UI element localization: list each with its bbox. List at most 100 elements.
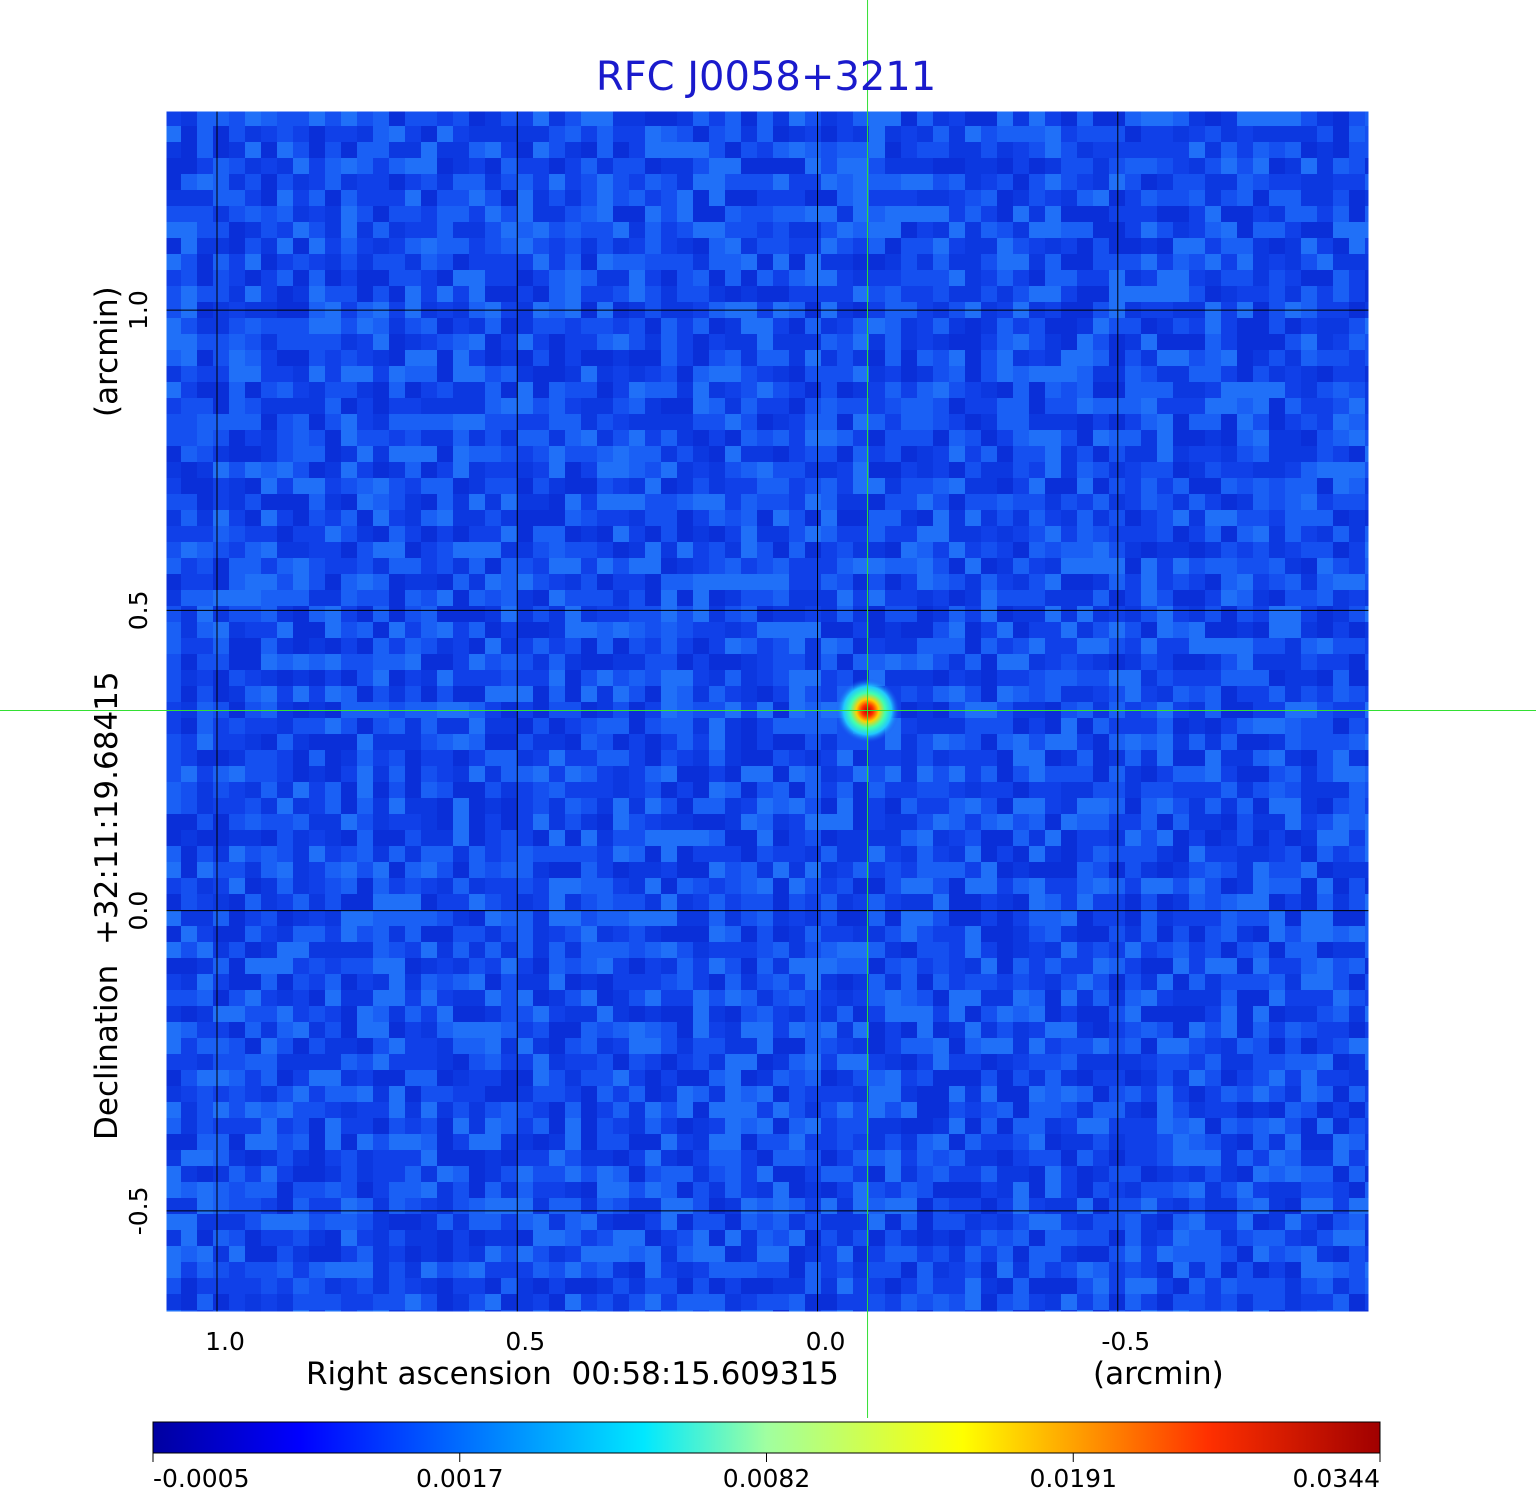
noise-pixel [437,574,453,590]
noise-pixel [1013,510,1029,526]
noise-pixel [501,270,517,286]
noise-pixel [1157,1070,1173,1086]
noise-pixel [1029,126,1045,142]
noise-pixel [613,606,629,622]
noise-pixel [325,510,341,526]
noise-pixel [1317,126,1333,142]
noise-pixel [1269,254,1285,270]
noise-pixel [949,382,965,398]
noise-pixel [709,942,725,958]
noise-pixel [485,862,501,878]
noise-pixel [1045,958,1061,974]
noise-pixel [1189,846,1205,862]
noise-pixel [1077,1022,1093,1038]
noise-pixel [661,1150,677,1166]
noise-pixel [549,606,565,622]
noise-pixel [165,382,181,398]
noise-pixel [245,254,261,270]
noise-pixel [389,190,405,206]
noise-pixel [1077,670,1093,686]
noise-pixel [1125,494,1141,510]
noise-pixel [773,222,789,238]
noise-pixel [1061,318,1077,334]
noise-pixel [325,190,341,206]
noise-pixel [373,158,389,174]
noise-pixel [725,1038,741,1054]
noise-pixel [277,782,293,798]
noise-pixel [181,574,197,590]
noise-pixel [773,590,789,606]
noise-pixel [997,814,1013,830]
noise-pixel [1173,910,1189,926]
noise-pixel [1061,926,1077,942]
noise-pixel [245,478,261,494]
noise-pixel [197,446,213,462]
noise-pixel [917,414,933,430]
noise-pixel [1237,798,1253,814]
noise-pixel [1189,398,1205,414]
noise-pixel [165,142,181,158]
noise-pixel [517,894,533,910]
noise-pixel [773,142,789,158]
noise-pixel [1301,878,1317,894]
noise-pixel [373,686,389,702]
noise-pixel [325,1086,341,1102]
noise-pixel [165,766,181,782]
noise-pixel [181,846,197,862]
noise-pixel [469,542,485,558]
noise-pixel [629,462,645,478]
noise-pixel [1349,238,1365,254]
noise-pixel [565,782,581,798]
noise-pixel [581,158,597,174]
noise-pixel [645,190,661,206]
noise-pixel [1109,638,1125,654]
noise-pixel [693,1070,709,1086]
noise-pixel [389,654,405,670]
noise-pixel [1189,1086,1205,1102]
noise-pixel [1157,222,1173,238]
noise-pixel [629,1102,645,1118]
noise-pixel [549,590,565,606]
noise-pixel [1109,1102,1125,1118]
noise-pixel [517,654,533,670]
noise-pixel [965,1150,981,1166]
noise-pixel [1189,382,1205,398]
noise-pixel [1077,974,1093,990]
noise-pixel [981,1118,997,1134]
noise-pixel [949,846,965,862]
noise-pixel [613,110,629,126]
noise-pixel [485,430,501,446]
noise-pixel [437,446,453,462]
noise-pixel [165,782,181,798]
noise-pixel [485,270,501,286]
noise-pixel [421,414,437,430]
noise-pixel [741,174,757,190]
noise-pixel [1061,846,1077,862]
noise-pixel [901,622,917,638]
noise-pixel [293,398,309,414]
noise-pixel [1189,782,1205,798]
noise-pixel [373,654,389,670]
noise-pixel [1157,990,1173,1006]
noise-pixel [293,382,309,398]
noise-pixel [1365,1022,1370,1038]
noise-pixel [197,222,213,238]
noise-pixel [405,1038,421,1054]
noise-pixel [165,206,181,222]
noise-pixel [1333,734,1349,750]
noise-pixel [565,750,581,766]
noise-pixel [1173,654,1189,670]
noise-pixel [725,174,741,190]
noise-pixel [853,910,869,926]
noise-pixel [533,974,549,990]
noise-pixel [1285,862,1301,878]
noise-pixel [229,926,245,942]
noise-pixel [853,366,869,382]
noise-pixel [1109,990,1125,1006]
noise-pixel [853,1022,869,1038]
noise-pixel [1141,1038,1157,1054]
noise-pixel [965,254,981,270]
noise-pixel [1109,702,1125,718]
noise-pixel [309,926,325,942]
noise-pixel [1349,702,1365,718]
